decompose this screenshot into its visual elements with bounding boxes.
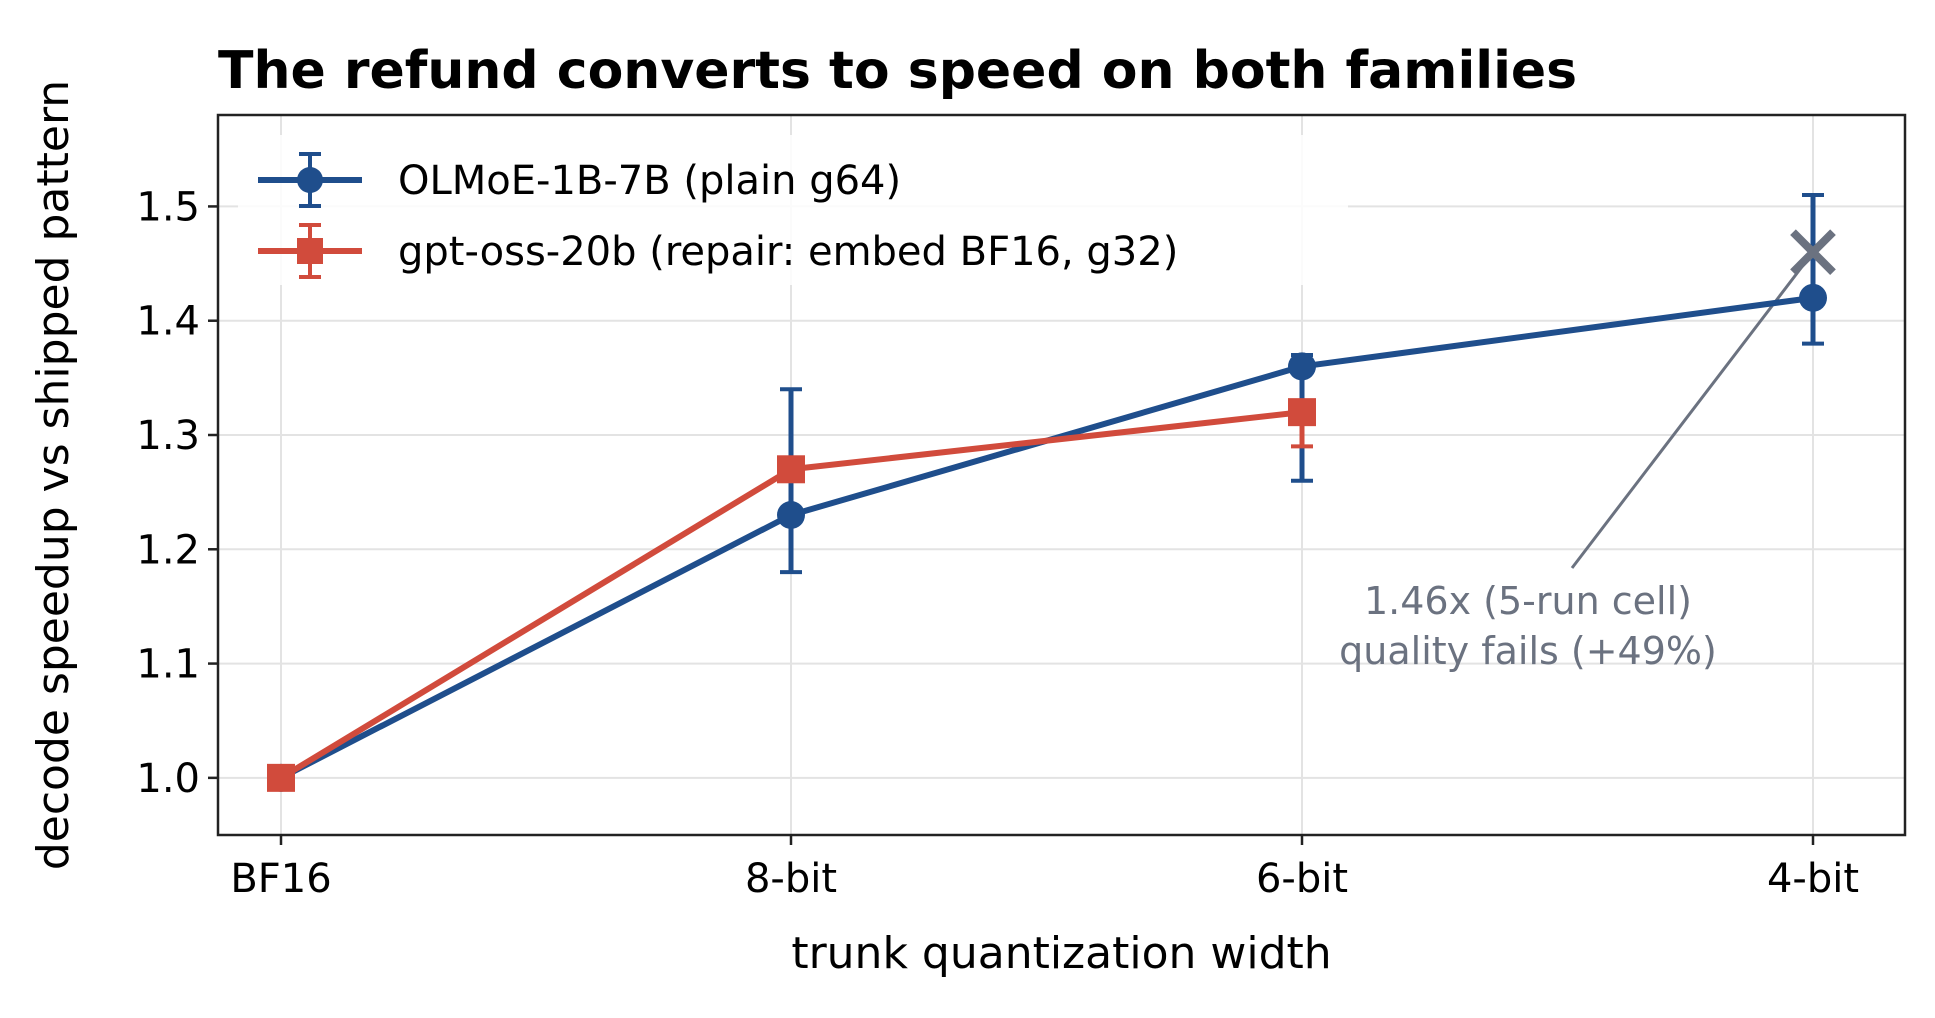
series-layer bbox=[267, 193, 1827, 792]
x-tick-label: 6-bit bbox=[1256, 856, 1348, 902]
annotation-arrow bbox=[1570, 259, 1809, 569]
data-point bbox=[1288, 398, 1316, 427]
x-tick-label: BF16 bbox=[230, 856, 331, 902]
legend-items: OLMoE-1B-7B (plain g64) gpt-oss-20b (repa… bbox=[258, 152, 1178, 279]
x-axis-ticks: BF16 8-bit 6-bit 4-bit bbox=[230, 835, 1859, 902]
y-tick-label: 1.5 bbox=[136, 184, 200, 230]
y-axis-label: decode speedup vs shipped pattern bbox=[28, 80, 79, 870]
y-tick-label: 1.3 bbox=[136, 413, 200, 459]
annotation: 1.46x (5-run cell) quality fails (+49%) bbox=[1339, 259, 1809, 673]
series-gpt-oss bbox=[267, 398, 1316, 792]
y-tick-label: 1.0 bbox=[136, 756, 200, 802]
y-axis-ticks: 1.0 1.1 1.2 1.3 1.4 1.5 bbox=[136, 184, 218, 802]
plot-frame bbox=[216, 113, 1907, 837]
legend-label: OLMoE-1B-7B (plain g64) bbox=[398, 158, 901, 204]
data-point bbox=[777, 501, 805, 529]
y-tick-label: 1.4 bbox=[136, 299, 200, 345]
legend-box bbox=[238, 135, 1348, 285]
legend-label: gpt-oss-20b (repair: embed BF16, g32) bbox=[398, 229, 1178, 275]
series-line bbox=[279, 294, 1814, 781]
y-tick-label: 1.2 bbox=[136, 527, 200, 573]
data-point bbox=[267, 763, 295, 792]
annotation-line-2: quality fails (+49%) bbox=[1339, 629, 1717, 673]
legend-marker bbox=[297, 167, 323, 193]
failed-point-layer bbox=[1790, 229, 1836, 275]
chart-title: The refund converts to speed on both fam… bbox=[218, 41, 1577, 101]
annotation-line-1: 1.46x (5-run cell) bbox=[1364, 579, 1692, 623]
legend-item: OLMoE-1B-7B (plain g64) bbox=[258, 152, 901, 208]
y-tick-label: 1.1 bbox=[136, 642, 200, 688]
data-point bbox=[1799, 283, 1827, 312]
x-axis-label: trunk quantization width bbox=[791, 928, 1331, 979]
data-point bbox=[1288, 352, 1316, 381]
legend-item: gpt-oss-20b (repair: embed BF16, g32) bbox=[258, 223, 1178, 279]
legend: OLMoE-1B-7B (plain g64) gpt-oss-20b (repa… bbox=[238, 135, 1348, 285]
data-point bbox=[777, 455, 805, 484]
legend-marker bbox=[297, 238, 323, 264]
failed-point-x bbox=[1790, 229, 1836, 275]
x-tick-label: 4-bit bbox=[1767, 856, 1859, 902]
x-tick-label: 8-bit bbox=[745, 856, 837, 902]
